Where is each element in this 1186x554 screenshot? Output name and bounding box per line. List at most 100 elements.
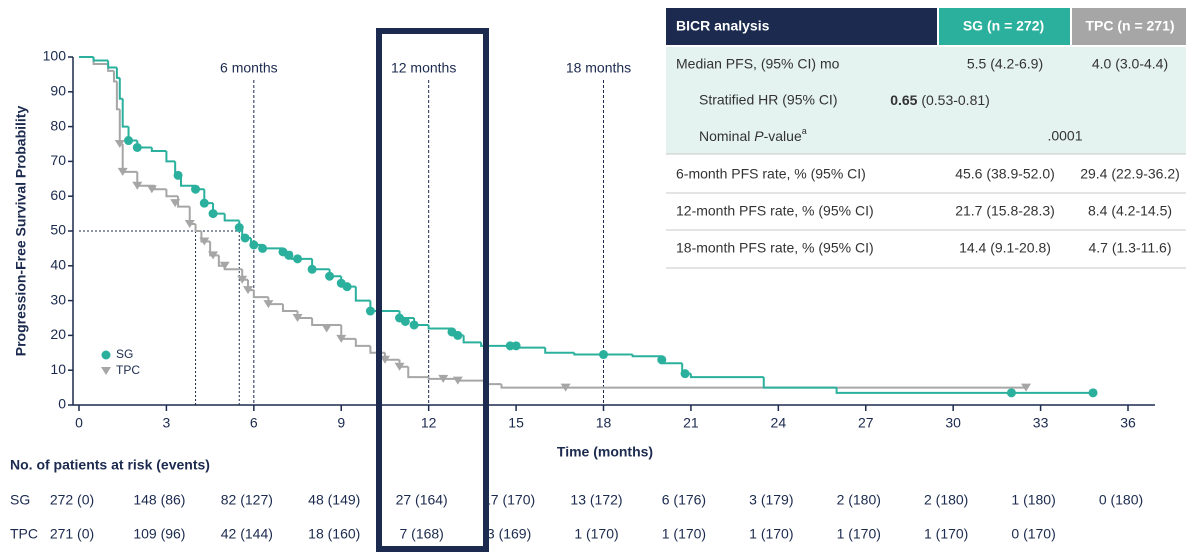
step-segment xyxy=(689,373,764,379)
step-segment xyxy=(165,189,179,198)
x-tick-label: 27 xyxy=(858,415,874,431)
risk-cell: 42 (144) xyxy=(221,526,273,542)
row-label: 6-month PFS rate, % (95% CI) xyxy=(676,166,866,182)
p-label: P xyxy=(754,128,764,144)
step-segment xyxy=(121,98,129,128)
y-tick-label: 0 xyxy=(58,396,66,412)
step-segment xyxy=(153,185,167,191)
censor-mark xyxy=(124,136,134,146)
risk-cell: 1 (170) xyxy=(574,526,618,542)
censor-mark xyxy=(191,184,201,194)
risk-title: No. of patients at risk (events) xyxy=(10,457,210,473)
row-bg xyxy=(666,156,1186,268)
cell: 21.7 (15.8-28.3) xyxy=(955,203,1055,219)
risk-cell: 17 (170) xyxy=(483,492,535,508)
row-label: 18-month PFS rate, % (95% CI) xyxy=(676,240,874,256)
row-bg xyxy=(666,47,1186,154)
step-segment xyxy=(179,175,196,187)
censor-mark xyxy=(263,300,274,309)
censor-mark xyxy=(511,341,521,351)
highlight-box xyxy=(376,28,489,552)
step-segment xyxy=(485,380,502,386)
censor-mark xyxy=(114,140,125,148)
landmark-label: 18 months xyxy=(566,60,631,76)
censor-mark xyxy=(336,334,347,343)
step-segment xyxy=(462,335,482,344)
risk-cell: 3 (179) xyxy=(749,492,793,508)
censor-mark xyxy=(1006,388,1016,398)
footnote: a xyxy=(802,126,807,136)
y-tick-label: 10 xyxy=(50,361,66,377)
x-tick-label: 36 xyxy=(1120,415,1136,431)
step-segment xyxy=(118,77,123,100)
censor-mark xyxy=(1088,388,1098,398)
x-axis-label: Time (months) xyxy=(557,444,653,460)
censor-mark xyxy=(409,320,419,330)
landmark-label: 12 months xyxy=(391,60,456,76)
hr-value: 0.65 xyxy=(890,92,917,108)
step-segment xyxy=(209,241,219,257)
risk-cell: 6 (176) xyxy=(662,492,706,508)
cell: .0001 xyxy=(1047,128,1082,144)
censor-mark xyxy=(292,314,303,322)
legend-marker xyxy=(101,350,111,360)
y-tick-label: 90 xyxy=(50,83,66,99)
censor-mark xyxy=(657,355,667,365)
step-segment xyxy=(107,60,117,69)
step-segment xyxy=(200,231,211,243)
step-segment xyxy=(311,318,342,326)
step-segment xyxy=(544,347,575,354)
step-segment xyxy=(427,377,458,380)
censor-mark xyxy=(680,369,690,379)
risk-cell: 109 (96) xyxy=(133,526,185,542)
x-tick-label: 3 xyxy=(163,415,171,431)
censor-mark xyxy=(240,233,250,243)
censor-mark xyxy=(173,170,183,180)
y-tick-label: 80 xyxy=(50,117,66,133)
censor-mark xyxy=(199,198,209,208)
row-label: 12-month PFS rate, % (95% CI) xyxy=(676,203,874,219)
y-axis-label: Progression-Free Survival Probability xyxy=(13,106,29,357)
step-segment xyxy=(480,342,517,347)
step-segment xyxy=(223,213,240,222)
risk-row-label: SG xyxy=(10,492,30,508)
censor-mark xyxy=(307,264,317,274)
cell: 45.6 (38.9-52.0) xyxy=(955,166,1055,182)
risk-cell: 1 (170) xyxy=(924,526,968,542)
censor-mark xyxy=(394,362,405,371)
risk-cell: 3 (169) xyxy=(487,526,531,542)
cell: 0.65 (0.53-0.81) xyxy=(890,92,990,108)
header-cell: SG (n = 272) xyxy=(963,18,1044,34)
censor-mark xyxy=(452,376,463,385)
censor-mark xyxy=(208,209,218,219)
y-tick-label: 50 xyxy=(50,222,66,238)
step-segment xyxy=(407,366,429,379)
header-cell: BICR analysis xyxy=(676,18,770,34)
risk-cell: 27 (164) xyxy=(396,492,448,508)
step-segment xyxy=(354,286,371,302)
risk-cell: 18 (160) xyxy=(308,526,360,542)
p-label: Nominal xyxy=(699,128,754,144)
risk-cell: 0 (170) xyxy=(1011,526,1055,542)
x-tick-label: 9 xyxy=(337,415,345,431)
censor-mark xyxy=(453,330,463,340)
summary-table: BICR analysis SG (n = 272) TPC (n = 271) Me… xyxy=(666,8,1186,269)
censor-mark xyxy=(170,199,181,208)
censor-mark xyxy=(379,355,390,364)
x-tick-label: 15 xyxy=(508,415,524,431)
x-tick-label: 30 xyxy=(945,415,961,431)
risk-table: SG 272 (0) 148 (86) 82 (127) 48 (149) 27 (164… xyxy=(10,492,1143,542)
legend-marker xyxy=(101,367,111,375)
censor-mark xyxy=(132,181,143,190)
x-tick-label: 33 xyxy=(1033,415,1049,431)
cell: 5.5 (4.2-6.9) xyxy=(967,56,1043,72)
censor-mark xyxy=(117,167,128,176)
p-label: -value xyxy=(764,128,802,144)
step-segment xyxy=(456,378,487,382)
risk-cell: 272 (0) xyxy=(50,492,94,508)
step-segment xyxy=(252,290,269,299)
step-segment xyxy=(115,67,120,79)
censor-mark xyxy=(184,220,195,229)
censor-mark xyxy=(1021,383,1032,392)
landmark-label: 6 months xyxy=(220,60,278,76)
